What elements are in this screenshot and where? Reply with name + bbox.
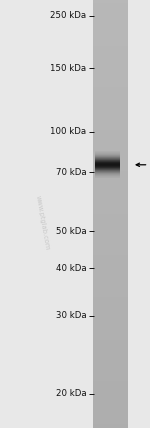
Text: 100 kDa: 100 kDa xyxy=(50,127,86,137)
Text: 50 kDa: 50 kDa xyxy=(56,226,86,236)
Text: 20 kDa: 20 kDa xyxy=(56,389,86,398)
Text: 250 kDa: 250 kDa xyxy=(50,11,86,21)
Text: www.ptglab.com: www.ptglab.com xyxy=(34,195,50,250)
Text: 150 kDa: 150 kDa xyxy=(50,64,86,73)
Text: 30 kDa: 30 kDa xyxy=(56,311,86,321)
Text: 40 kDa: 40 kDa xyxy=(56,264,86,273)
Text: 70 kDa: 70 kDa xyxy=(56,167,86,177)
